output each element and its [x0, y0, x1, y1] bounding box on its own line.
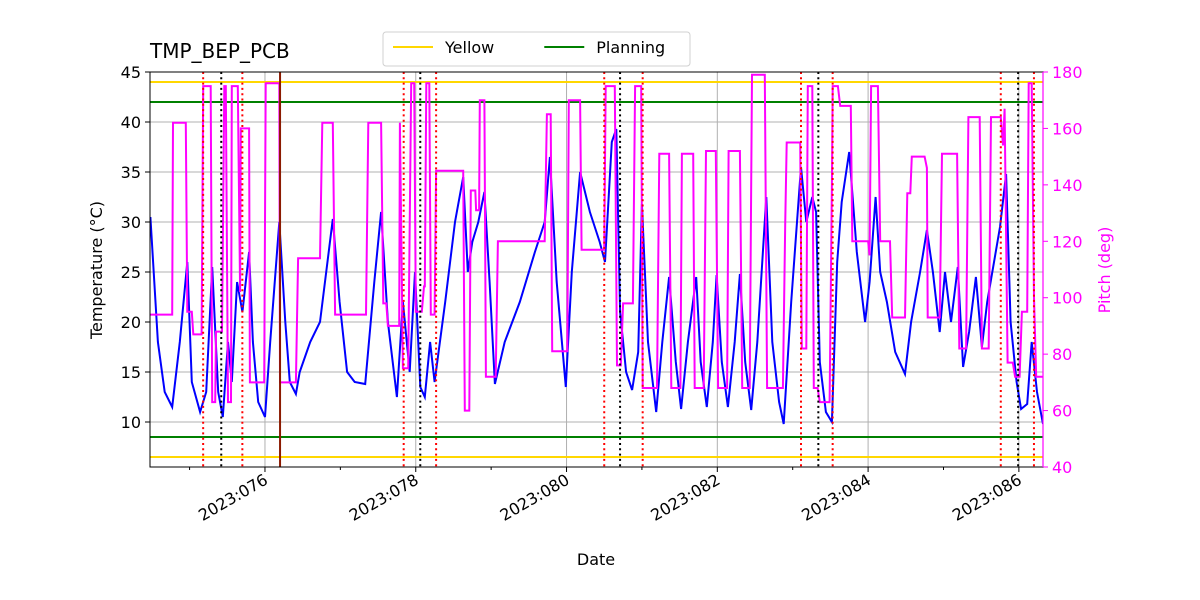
legend-label: Yellow [444, 38, 494, 57]
y-tick-label: 30 [121, 213, 141, 232]
y-tick-label: 10 [121, 413, 141, 432]
y2-tick-label: 160 [1052, 119, 1083, 138]
y2-tick-label: 60 [1052, 402, 1072, 421]
y-axis-label: Temperature (°C) [87, 201, 106, 340]
y-tick-label: 25 [121, 263, 141, 282]
y-tick-label: 20 [121, 313, 141, 332]
x-tick-label: 2023:082 [647, 470, 723, 525]
y2-tick-label: 120 [1052, 232, 1083, 251]
y2-axis-label: Pitch (deg) [1095, 227, 1114, 314]
axes-frame [149, 71, 1044, 468]
y-tick-label: 35 [121, 163, 141, 182]
y2-tick-label: 140 [1052, 176, 1083, 195]
x-tick-label: 2023:084 [798, 470, 874, 525]
y-tick-label: 15 [121, 363, 141, 382]
data-line [150, 73, 1043, 412]
y2-tick-label: 180 [1052, 63, 1083, 82]
data-line [150, 128, 1043, 426]
plot-area [150, 72, 1043, 467]
y-tick-label: 40 [121, 113, 141, 132]
x-tick-label: 2023:080 [497, 470, 573, 525]
y-tick-label: 45 [121, 63, 141, 82]
x-tick-label: 2023:078 [346, 470, 422, 525]
y2-tick-label: 80 [1052, 345, 1072, 364]
x-axis-label: Date [577, 550, 615, 569]
x-tick-label: 2023:086 [949, 470, 1025, 525]
y2-tick-label: 100 [1052, 289, 1083, 308]
y2-tick-label: 40 [1052, 458, 1072, 477]
chart-title: TMP_BEP_PCB [149, 39, 290, 63]
x-tick-label: 2023:076 [195, 470, 271, 525]
legend-label: Planning [596, 38, 665, 57]
legend: Yellow Planning [382, 31, 691, 67]
legend-box [382, 31, 691, 67]
